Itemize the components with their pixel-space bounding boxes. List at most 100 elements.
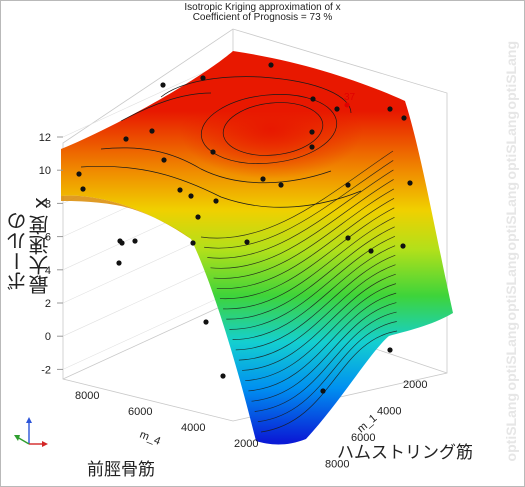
- contour-line: [210, 179, 394, 269]
- m4-tick-label: 4000: [181, 422, 205, 434]
- peak-marker: [344, 102, 350, 108]
- m1-axis-label-jp: ハムストリング筋: [337, 443, 473, 463]
- m1-axis-ticks: 2000 4000 6000 8000: [325, 379, 427, 471]
- sample-point: [387, 347, 393, 353]
- watermark-text: optiSLang: [503, 392, 519, 461]
- sample-point: [119, 240, 125, 246]
- peak-annotation: 37: [344, 92, 356, 103]
- sample-point: [220, 373, 226, 379]
- contour-line: [229, 235, 396, 330]
- sample-point: [210, 149, 216, 155]
- watermark-text: optiSLang: [503, 322, 519, 391]
- sample-point: [188, 193, 194, 199]
- contour-line: [248, 292, 397, 392]
- contour-line: [238, 264, 396, 361]
- z-tick-label: 0: [45, 331, 51, 343]
- sample-point: [310, 96, 316, 102]
- surface: [61, 51, 453, 445]
- z-tick-label: 12: [39, 132, 51, 144]
- m4-axis-ticks: 8000 6000 4000 2000: [75, 390, 258, 450]
- contour-line: [200, 150, 394, 239]
- sample-point: [368, 248, 374, 254]
- sample-point: [244, 239, 250, 245]
- contour-line: [251, 302, 397, 402]
- z-tick-label: 2: [45, 298, 51, 310]
- sample-point: [195, 214, 201, 220]
- z-tick-label: 6: [45, 232, 51, 244]
- z-tick-label: 8: [45, 198, 51, 210]
- contour-line: [232, 245, 396, 340]
- watermark-text: optiSLang: [503, 181, 519, 251]
- sample-point: [76, 171, 82, 177]
- chart-subtitle: Coefficient of Prognosis = 73 %: [192, 12, 333, 23]
- contour-line: [254, 311, 397, 412]
- sample-point: [116, 260, 122, 266]
- sample-point: [177, 187, 183, 193]
- contour-line: [219, 207, 395, 299]
- z-axis-ticks: 12 10 8 6 4 2 0 -2: [39, 132, 63, 376]
- sample-point: [334, 106, 340, 112]
- sample-point: [309, 129, 315, 135]
- sample-point: [203, 319, 209, 325]
- watermark-text: optiSLang: [503, 251, 519, 321]
- sample-point: [132, 238, 138, 244]
- surface-front-face: [61, 195, 191, 239]
- contour-line: [226, 226, 395, 320]
- sample-point: [387, 106, 393, 112]
- contour-line: [260, 330, 398, 433]
- sample-points: [76, 62, 413, 394]
- axis-box-floor-left: [62, 300, 234, 380]
- contour-line: [257, 321, 397, 423]
- sample-point: [160, 82, 166, 88]
- m1-tick-label: 4000: [377, 406, 401, 418]
- contour-line: [245, 283, 397, 382]
- sample-point: [260, 176, 266, 182]
- z-axis-label-line2: 最大速度 x: [28, 197, 52, 296]
- m1-tick-label: 6000: [351, 432, 375, 444]
- sample-point: [345, 182, 351, 188]
- z-tick-label: -2: [41, 364, 51, 376]
- sample-point: [401, 115, 407, 121]
- sample-point: [320, 388, 326, 394]
- m4-tick-label: 6000: [128, 406, 152, 418]
- z-tick-label: 10: [39, 165, 51, 177]
- m1-tick-label: 2000: [403, 379, 427, 391]
- m4-tick-label: 2000: [234, 438, 258, 450]
- z-axis-label-line1: ボールの: [6, 211, 30, 291]
- sample-point: [161, 157, 167, 163]
- watermark-text: optiSLang: [503, 111, 519, 180]
- sample-point: [400, 243, 406, 249]
- m1-tick-label: 8000: [325, 459, 349, 471]
- z-grid-line: [62, 257, 234, 337]
- m4-axis-label: m_4: [138, 429, 162, 448]
- watermark: optiSLang optiSLang optiSLang optiSLang …: [500, 41, 522, 461]
- z-tick-label: 4: [45, 265, 51, 277]
- chart-title: Isotropic Kriging approximation of x: [184, 2, 341, 13]
- contour-lines: [200, 150, 398, 433]
- m4-tick-label: 8000: [75, 390, 99, 402]
- sample-point: [345, 235, 351, 241]
- watermark-text: optiSLang: [503, 41, 519, 110]
- sample-point: [407, 180, 413, 186]
- contour-line: [207, 169, 394, 259]
- sample-point: [149, 128, 155, 134]
- contour-line: [213, 188, 395, 279]
- sample-point: [200, 75, 206, 81]
- contour-line: [216, 198, 395, 289]
- contour-line: [204, 160, 394, 249]
- sample-point: [123, 136, 129, 142]
- z-grid-line: [62, 291, 234, 370]
- contour-line: [242, 273, 396, 371]
- sample-point: [190, 240, 196, 246]
- sample-point: [213, 198, 219, 204]
- z-grid-line: [62, 58, 234, 138]
- contour-line: [235, 254, 396, 351]
- m4-axis-label-jp: 前脛骨筋: [87, 460, 155, 480]
- surface-peak: [179, 79, 363, 179]
- sample-point: [268, 62, 274, 68]
- sample-point: [309, 144, 315, 150]
- contour-line: [223, 217, 395, 310]
- sample-point: [278, 182, 284, 188]
